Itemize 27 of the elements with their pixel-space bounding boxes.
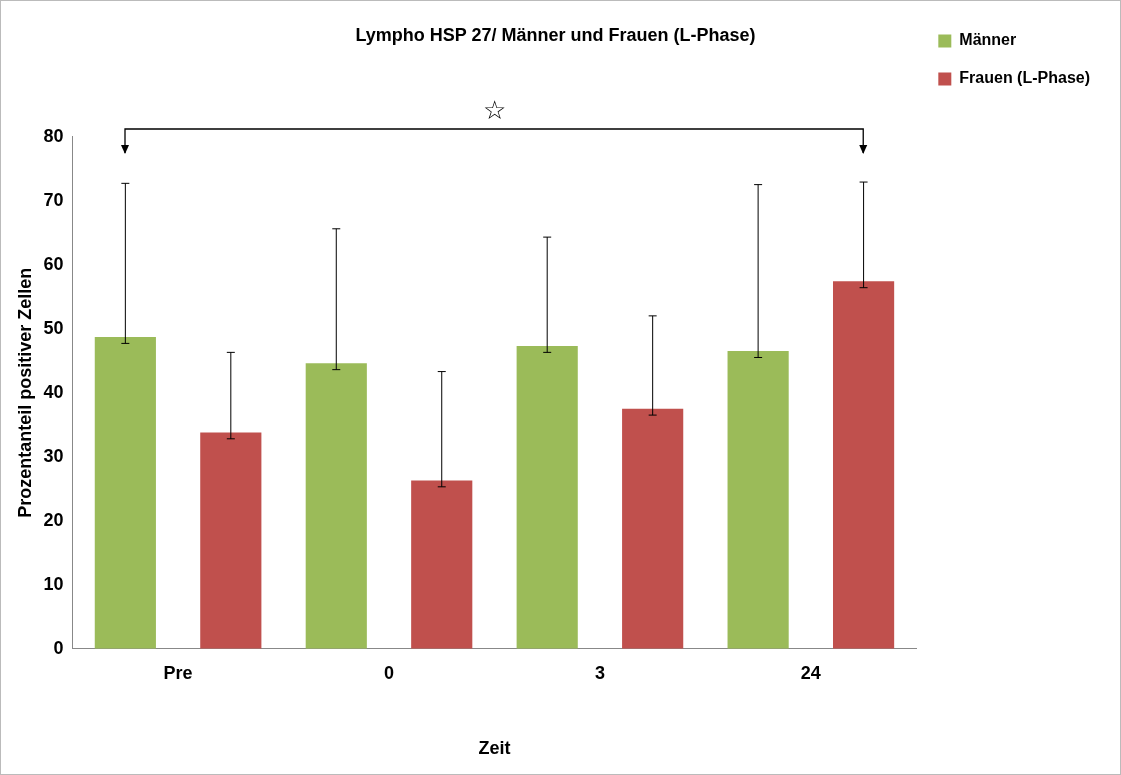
bar: [516, 345, 578, 649]
chart-title: Lympho HSP 27/ Männer und Frauen (L-Phase): [355, 24, 756, 45]
legend-label: Frauen (L-Phase): [959, 69, 1090, 87]
bar: [305, 363, 367, 649]
bar: [727, 351, 789, 649]
bar: [411, 480, 473, 649]
bar: [833, 281, 895, 649]
text: ☆: [482, 94, 506, 125]
bar: [200, 432, 262, 649]
x-axis-title: Zeit: [478, 738, 511, 759]
y-tick-label: 30: [43, 445, 64, 466]
bar: [622, 408, 684, 649]
x-tick-label: Pre: [163, 662, 193, 683]
x-tick-label: 3: [594, 662, 605, 683]
y-tick-label: 40: [43, 381, 64, 402]
bar: [94, 337, 156, 649]
x-tick-label: 24: [800, 662, 821, 683]
y-tick-label: 80: [43, 125, 64, 146]
y-tick-label: 70: [43, 189, 64, 210]
y-tick-label: 10: [43, 573, 64, 594]
x-tick-label: 0: [384, 662, 395, 683]
y-axis-title: Prozentanteil positiver Zellen: [14, 267, 35, 518]
y-tick-label: 60: [43, 253, 64, 274]
legend-label: Männer: [959, 31, 1017, 49]
y-tick-label: 20: [43, 509, 64, 530]
y-tick-label: 0: [53, 637, 64, 658]
y-tick-label: 50: [43, 317, 64, 338]
